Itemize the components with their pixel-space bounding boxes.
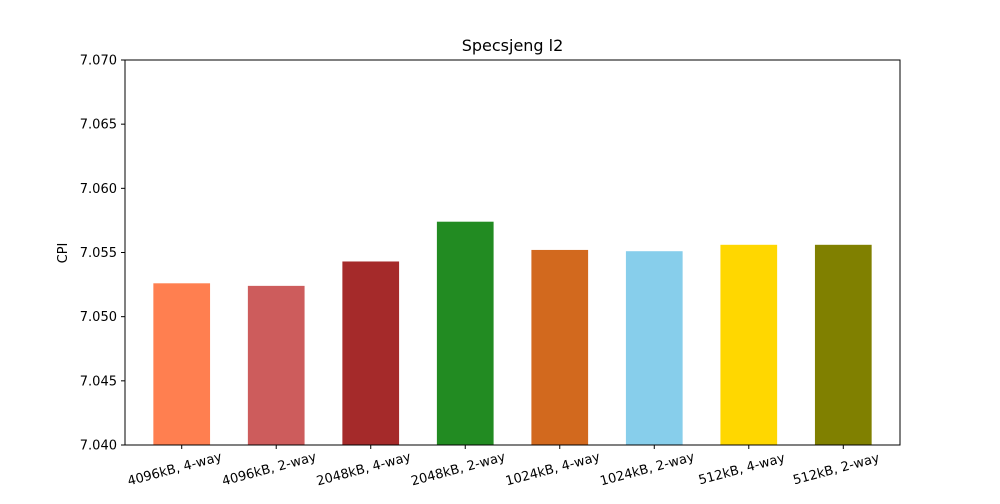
bar <box>342 261 400 445</box>
bar <box>247 285 305 445</box>
y-tick-label: 7.060 <box>80 182 117 197</box>
x-tick-label: 512kB, 2-way <box>792 451 882 489</box>
plot-frame <box>124 59 901 446</box>
x-tick-label: 512kB, 4-way <box>697 451 787 489</box>
y-tick-label: 7.045 <box>80 374 117 389</box>
bar <box>814 244 872 445</box>
bar <box>153 283 211 445</box>
chart-title: Specsjeng l2 <box>462 36 564 55</box>
x-tick-label: 4096kB, 2-way <box>220 450 318 490</box>
y-axis-label: CPI <box>56 243 71 264</box>
y-tick-label: 7.040 <box>80 439 117 454</box>
x-tick-label: 2048kB, 2-way <box>410 450 508 490</box>
y-tick-label: 7.055 <box>80 246 117 261</box>
y-tick-label: 7.065 <box>80 118 117 133</box>
x-tick-label: 1024kB, 4-way <box>504 450 602 490</box>
y-tick-label: 7.070 <box>80 54 117 69</box>
bar <box>531 249 589 445</box>
bar <box>436 221 494 445</box>
bar <box>720 244 778 445</box>
bars-layer <box>153 221 872 445</box>
y-tick-label: 7.050 <box>80 310 117 325</box>
y-ticks-layer: 7.040 7.045 7.050 7.055 7.060 7.065 7.070 <box>80 54 125 454</box>
x-tick-label: 1024kB, 2-way <box>599 450 697 490</box>
bar <box>625 251 683 445</box>
x-tick-label: 2048kB, 4-way <box>315 450 413 490</box>
x-tick-label: 4096kB, 4-way <box>126 450 224 490</box>
